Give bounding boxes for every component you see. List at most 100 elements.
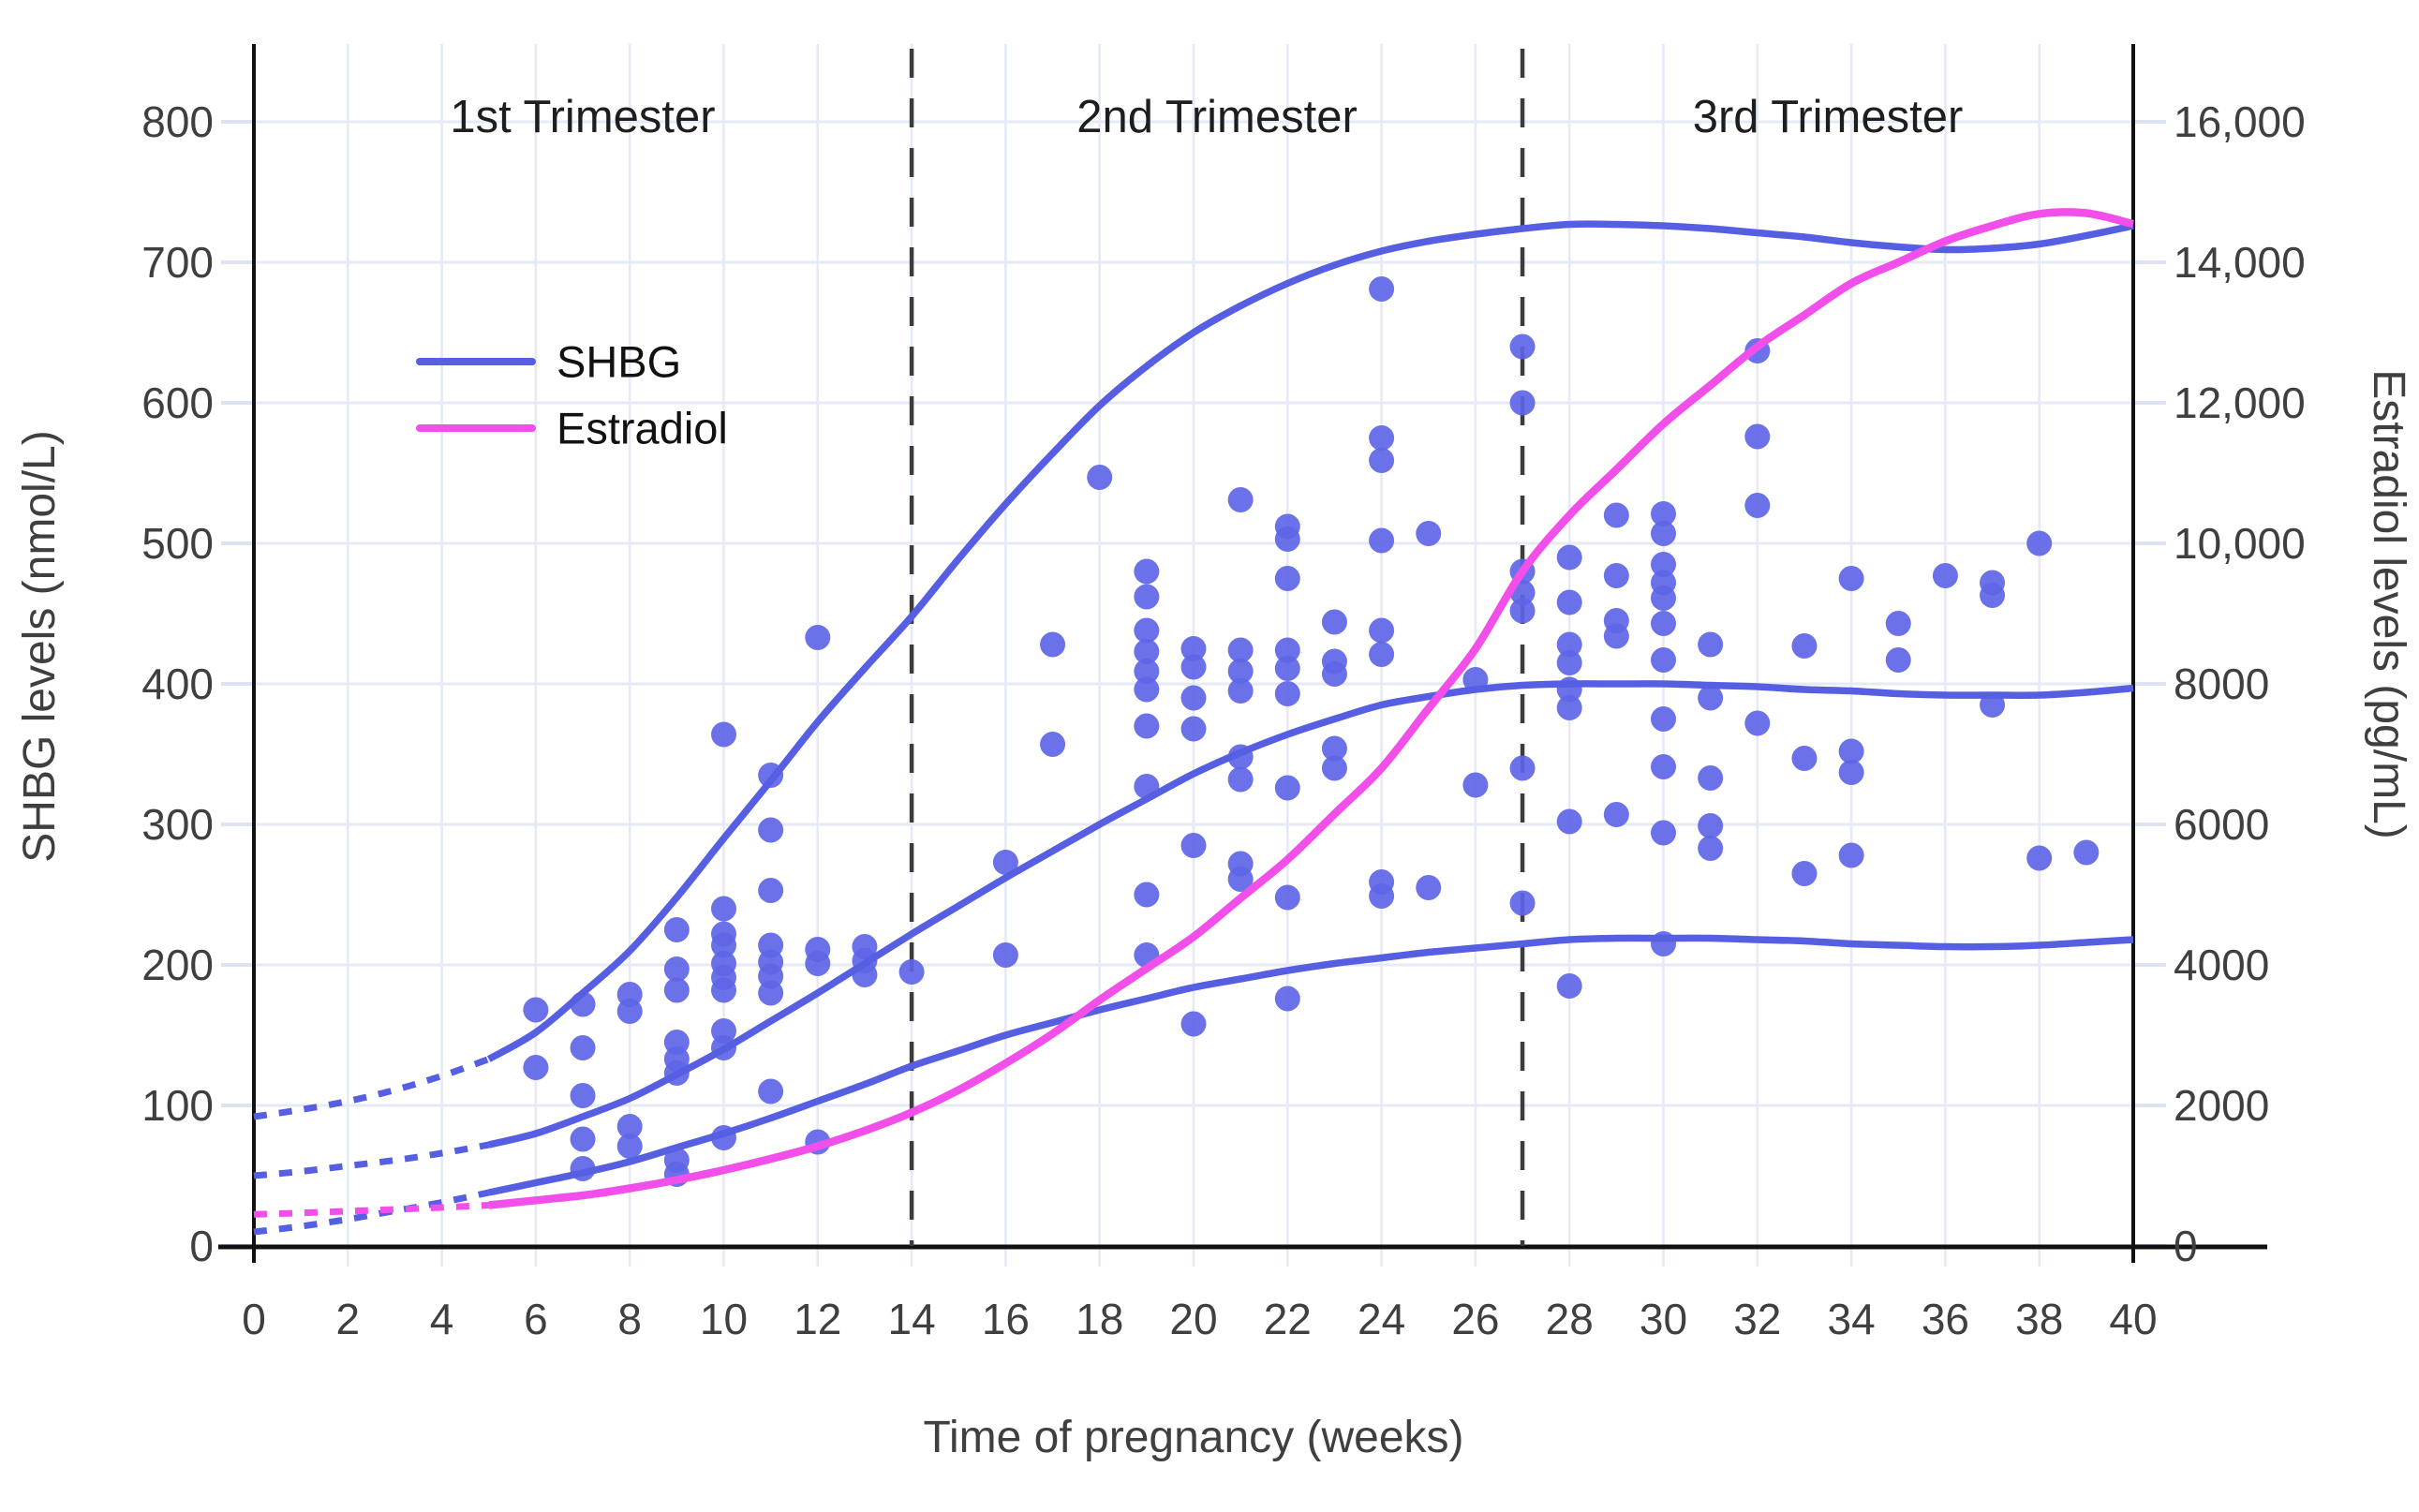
scatter-point — [758, 980, 784, 1006]
axis-lines — [218, 44, 2267, 1263]
x-tick-label: 20 — [1169, 1295, 1217, 1343]
scatter-point — [1698, 631, 1724, 658]
x-tick-label: 16 — [982, 1295, 1030, 1343]
y-right-tick-label: 10,000 — [2174, 519, 2306, 568]
scatter-point — [1556, 650, 1582, 675]
scatter-point — [1651, 521, 1676, 546]
scatter-point — [992, 850, 1018, 875]
scatter-point — [1369, 527, 1395, 554]
x-tick-label: 32 — [1733, 1295, 1781, 1343]
scatter-point — [1274, 884, 1300, 911]
scatter-point — [1227, 766, 1254, 793]
x-tick-label: 14 — [888, 1295, 936, 1343]
scatter-point — [1227, 487, 1254, 512]
scatter-point — [1321, 609, 1347, 635]
scatter-point — [2073, 839, 2100, 866]
scatter-point — [2026, 530, 2053, 556]
scatter-point — [1227, 867, 1254, 892]
scatter-point — [1274, 681, 1300, 706]
x-tick-label: 12 — [794, 1295, 841, 1343]
scatter-point — [1603, 802, 1629, 827]
scatter-point — [1227, 637, 1254, 663]
scatter-point — [1274, 986, 1300, 1012]
scatter-point — [1791, 861, 1818, 886]
scatter-point — [1838, 566, 1864, 591]
x-tick-label: 36 — [1922, 1295, 1969, 1343]
scatter-point — [1603, 623, 1629, 649]
scatter-point — [523, 1055, 549, 1080]
scatter-point — [1744, 493, 1771, 518]
scatter-point — [1134, 713, 1160, 739]
scatter-point — [1180, 654, 1207, 680]
shbg-median-curve — [487, 680, 2134, 1149]
legend-label-estradiol: Estradiol — [557, 404, 728, 453]
y-right-tick-label: 6000 — [2174, 800, 2269, 849]
scatter-point — [1838, 842, 1864, 868]
scatter-point — [1369, 642, 1395, 667]
x-tick-label: 0 — [242, 1295, 266, 1343]
scatter-point — [805, 625, 831, 650]
scatter-point — [1087, 465, 1113, 490]
scatter-point — [1980, 583, 2006, 608]
x-tick-label: 8 — [617, 1295, 642, 1343]
scatter-point — [1134, 659, 1160, 684]
scatter-point — [805, 951, 831, 976]
scatter-point — [1651, 501, 1676, 526]
scatter-point — [1838, 738, 1864, 764]
y-axis-right-title: Estradiol levels (pg/mL) — [2364, 369, 2413, 839]
scatter-point — [1698, 765, 1724, 791]
scatter-point — [1556, 695, 1582, 720]
x-tick-label: 34 — [1828, 1295, 1876, 1343]
y-right-tick-label: 12,000 — [2174, 378, 2306, 427]
scatter-point — [758, 1078, 784, 1104]
trimester-label-3: 3rd Trimester — [1693, 92, 1964, 142]
scatter-point — [1744, 710, 1771, 736]
scatter-point — [1791, 633, 1818, 659]
scatter-point — [663, 917, 690, 942]
scatter-point — [1651, 820, 1676, 846]
scatter-point — [663, 956, 690, 982]
scatter-point — [1134, 676, 1160, 703]
scatter-point — [1274, 656, 1300, 681]
scatter-point — [1556, 589, 1582, 615]
scatter-point — [1651, 586, 1676, 611]
y-left-tick-label: 0 — [189, 1222, 214, 1270]
y-left-tick-label: 100 — [141, 1081, 214, 1130]
scatter-point — [1180, 833, 1207, 858]
scatter-point — [570, 1126, 596, 1152]
scatter-point — [898, 959, 925, 985]
scatter-point — [1227, 659, 1254, 684]
y-right-tick-label: 8000 — [2174, 660, 2269, 708]
x-axis-title: Time of pregnancy (weeks) — [923, 1413, 1463, 1462]
shbg-lower-curve — [488, 934, 2134, 1196]
trimester-label-2: 2nd Trimester — [1076, 92, 1358, 142]
scatter-point — [570, 1035, 596, 1060]
scatter-point — [1885, 611, 1911, 636]
scatter-point — [1180, 685, 1207, 711]
x-tick-label: 30 — [1640, 1295, 1687, 1343]
scatter-point — [1556, 544, 1582, 571]
x-tick-label: 38 — [2015, 1295, 2063, 1343]
scatter-point — [1651, 647, 1676, 673]
shbg-upper-curve-dotted — [253, 1056, 490, 1120]
x-tick-label: 22 — [1264, 1295, 1312, 1343]
x-tick-label: 2 — [336, 1295, 361, 1343]
scatter-point — [2026, 845, 2053, 871]
scatter-point — [1556, 808, 1582, 835]
scatter-point — [1321, 735, 1347, 762]
scatter-point — [1369, 276, 1395, 302]
scatter-point — [711, 977, 736, 1003]
scatter-point — [1134, 584, 1160, 610]
scatter-point — [616, 999, 643, 1024]
x-tick-label: 10 — [700, 1295, 748, 1343]
x-tick-label: 26 — [1451, 1295, 1499, 1343]
scatter-point — [1321, 661, 1347, 687]
scatter-point — [1416, 521, 1442, 546]
scatter-point — [1180, 1011, 1207, 1037]
y-right-tick-label: 16,000 — [2174, 97, 2306, 146]
scatter-point — [711, 896, 736, 922]
scatter-point — [1274, 566, 1300, 591]
legend-label-shbg: SHBG — [557, 337, 681, 387]
scatter-point — [1134, 617, 1160, 644]
